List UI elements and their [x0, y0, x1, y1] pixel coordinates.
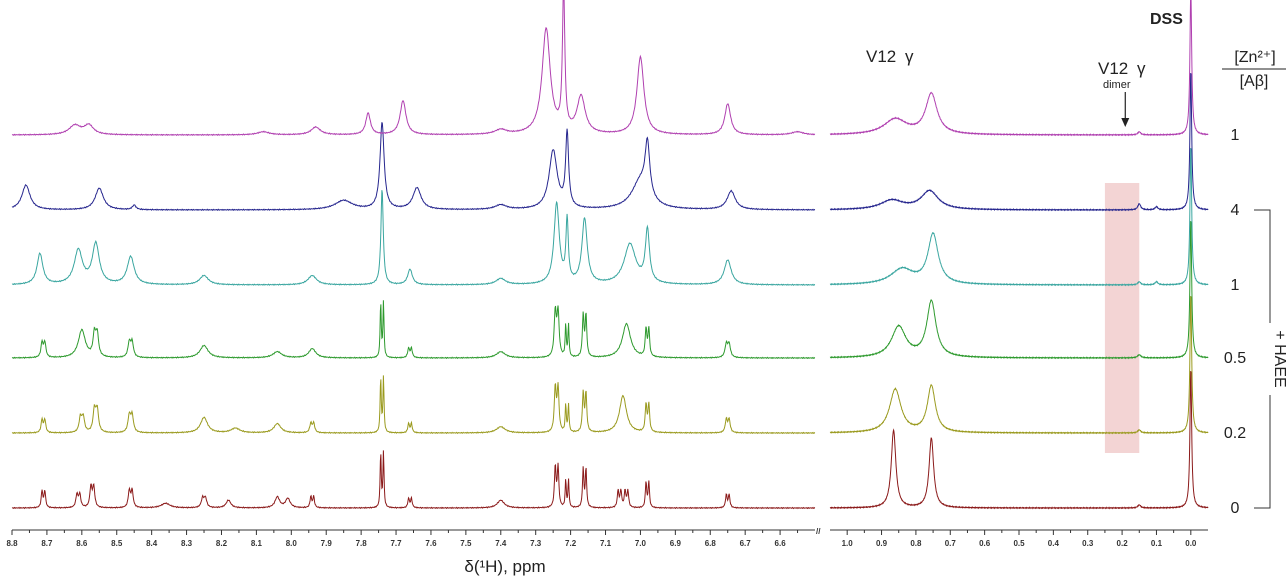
x-tick-label: 7.3 [530, 539, 542, 548]
x-tick-label: 6.6 [775, 539, 787, 548]
x-tick-label: 6.8 [705, 539, 717, 548]
gamma-symbol: γ [905, 47, 914, 66]
x-tick-label: 0.0 [1185, 539, 1197, 548]
axis-break-mark: // [816, 527, 821, 536]
dimer-gamma-symbol: γ [1137, 59, 1146, 78]
x-tick-label: 7.0 [635, 539, 647, 548]
x-tick-label: 6.7 [740, 539, 752, 548]
x-tick-label: 8.7 [41, 539, 53, 548]
x-tick-label: 0.9 [876, 539, 888, 548]
x-ticks: 8.8 8.7 8.6 8.5 8.4 8.3 8.2 8.1 8.0 7.9 7.8 7.7 7.6 7… [6, 530, 1197, 548]
x-tick-label: 8.4 [146, 539, 158, 548]
dimer-arrow [1121, 92, 1130, 127]
x-tick-label: 7.2 [565, 539, 577, 548]
v12-text: V12 [866, 47, 896, 66]
x-tick-label: 0.2 [1117, 539, 1129, 548]
x-tick-label: 8.0 [286, 539, 298, 548]
ratio-label: 1 [1231, 127, 1240, 144]
x-tick-label: 7.5 [460, 539, 472, 548]
dimer-arrow-head [1121, 118, 1130, 127]
x-tick-label: 7.9 [321, 539, 333, 548]
x-tick-label: 6.9 [670, 539, 682, 548]
spectra-group [11, 0, 1209, 510]
x-tick-label: 0.8 [910, 539, 922, 548]
dss-label: DSS [1150, 11, 1183, 28]
v12-dimer-label: V12 γ [1098, 59, 1146, 78]
v12-gamma-label: V12 γ [866, 47, 914, 66]
spectrum-trace-aromatic [11, 0, 816, 137]
x-axis-title: δ(¹H), ppm [464, 557, 545, 576]
x-tick-label: 0.3 [1082, 539, 1094, 548]
spectrum-trace-aromatic [11, 375, 816, 435]
x-tick-label: 8.8 [6, 539, 18, 548]
x-tick-label: 8.5 [111, 539, 123, 548]
spectrum-trace-aliphatic [829, 0, 1209, 137]
x-tick-label: 8.2 [216, 539, 228, 548]
spectrum-trace-aliphatic [829, 295, 1209, 435]
x-tick-label: 0.5 [1013, 539, 1025, 548]
ratio-header-numerator: [Zn²⁺] [1234, 49, 1275, 66]
x-tick-label: 7.8 [356, 539, 368, 548]
spectrum-trace-aromatic [11, 122, 816, 212]
spectrum-trace-aliphatic [829, 371, 1209, 510]
spectrum-trace-aliphatic [829, 147, 1209, 287]
x-tick-label: 0.6 [979, 539, 991, 548]
highlight-region [1104, 183, 1140, 453]
haee-bracket-label: + HAEE [1271, 330, 1286, 387]
x-axis: 8.8 8.7 8.6 8.5 8.4 8.3 8.2 8.1 8.0 7.9 7.8 7.7 7.6 7… [6, 527, 1208, 548]
bracket-label-gap [1265, 323, 1277, 395]
x-tick-label: 8.1 [251, 539, 263, 548]
x-tick-label: 7.1 [600, 539, 612, 548]
x-tick-label: 7.7 [390, 539, 402, 548]
spectrum-trace-aromatic [11, 450, 816, 510]
ratio-label: 0.2 [1224, 425, 1246, 442]
ratio-label: 0.5 [1224, 350, 1246, 367]
x-tick-label: 0.1 [1151, 539, 1163, 548]
ratio-label: 4 [1231, 202, 1240, 219]
x-tick-label: 8.6 [76, 539, 88, 548]
x-tick-label: 0.4 [1048, 539, 1060, 548]
v12-dimer-text: V12 [1098, 59, 1128, 78]
dimer-subscript: dimer [1103, 79, 1131, 91]
spectrum-trace-aromatic [11, 300, 816, 360]
spectrum-trace-aliphatic [829, 220, 1209, 360]
ratio-label: 0 [1231, 500, 1240, 517]
spectrum-trace-aromatic [11, 190, 816, 287]
ratio-label: 1 [1231, 277, 1240, 294]
x-tick-label: 0.7 [945, 539, 957, 548]
x-tick-label: 7.4 [495, 539, 507, 548]
ratio-header-denominator: [Aβ] [1240, 73, 1269, 90]
ratio-labels: 0 0.2 0.5 1 4 1 [1224, 127, 1246, 517]
x-tick-label: 7.6 [425, 539, 437, 548]
spectrum-trace-aliphatic [829, 72, 1209, 212]
x-tick-label: 8.3 [181, 539, 193, 548]
x-tick-label: 1.0 [842, 539, 854, 548]
